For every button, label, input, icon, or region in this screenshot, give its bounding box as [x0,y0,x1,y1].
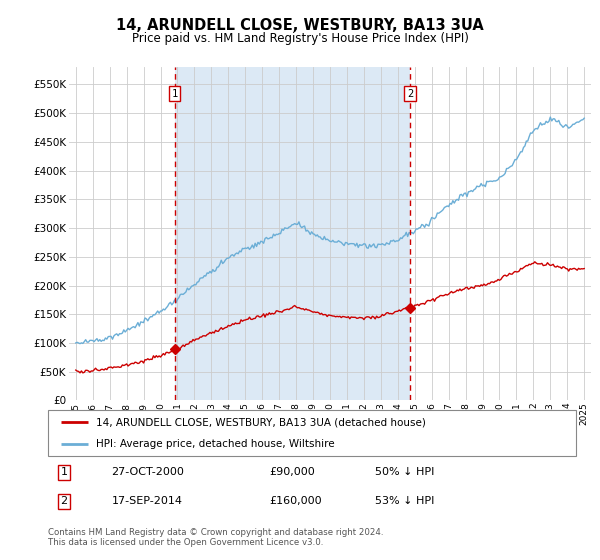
Text: 50% ↓ HPI: 50% ↓ HPI [376,468,435,478]
Text: 14, ARUNDELL CLOSE, WESTBURY, BA13 3UA (detached house): 14, ARUNDELL CLOSE, WESTBURY, BA13 3UA (… [95,417,425,427]
Bar [410,67,591,400]
Text: 14, ARUNDELL CLOSE, WESTBURY, BA13 3UA: 14, ARUNDELL CLOSE, WESTBURY, BA13 3UA [116,18,484,32]
Text: 2: 2 [60,497,67,506]
Text: 17-SEP-2014: 17-SEP-2014 [112,497,182,506]
Text: £90,000: £90,000 [270,468,316,478]
Bar [69,67,175,400]
Text: 2: 2 [407,89,413,99]
Text: Price paid vs. HM Land Registry's House Price Index (HPI): Price paid vs. HM Land Registry's House … [131,31,469,45]
Text: Contains HM Land Registry data © Crown copyright and database right 2024.
This d: Contains HM Land Registry data © Crown c… [48,528,383,547]
Text: 1: 1 [61,468,67,478]
Text: 53% ↓ HPI: 53% ↓ HPI [376,497,435,506]
Text: 27-OCT-2000: 27-OCT-2000 [112,468,184,478]
FancyBboxPatch shape [48,410,576,456]
Text: HPI: Average price, detached house, Wiltshire: HPI: Average price, detached house, Wilt… [95,440,334,450]
Text: £160,000: £160,000 [270,497,322,506]
Text: 1: 1 [172,89,178,99]
